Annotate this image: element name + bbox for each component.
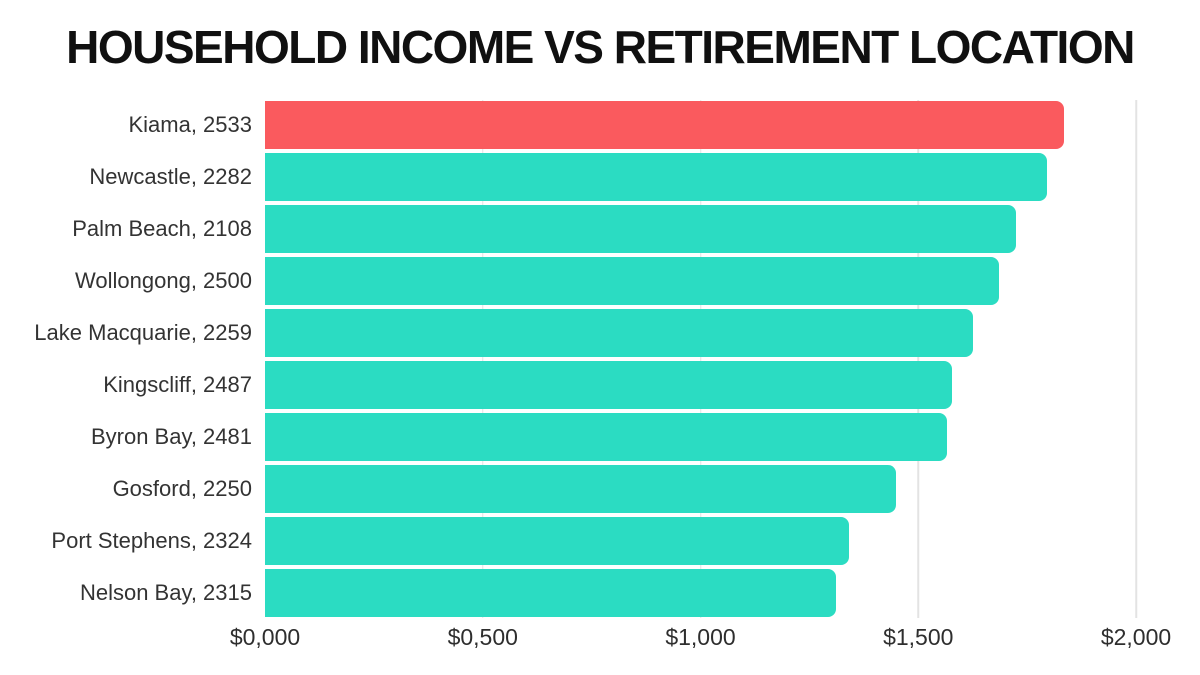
- bar-track: [265, 465, 1136, 513]
- bar-value: [265, 413, 947, 461]
- category-label: Port Stephens, 2324: [51, 528, 252, 553]
- bar-track: [265, 257, 1136, 305]
- bar-row: Byron Bay, 2481: [0, 413, 1160, 461]
- bar-value: [265, 569, 836, 617]
- x-axis: $0,000 $0,500 $1,000 $1,500 $2,000: [230, 624, 1171, 656]
- bar-row: Port Stephens, 2324: [0, 517, 1160, 565]
- category-label: Kingscliff, 2487: [103, 372, 252, 397]
- bar-row: Lake Macquarie, 2259: [0, 309, 1160, 357]
- bar-row: Kiama, 2533: [0, 101, 1160, 149]
- bar-track: [265, 101, 1136, 149]
- bar-value: [265, 257, 999, 305]
- bar-track: [265, 153, 1136, 201]
- bar-row: Newcastle, 2282: [0, 153, 1160, 201]
- bar-value: [265, 309, 973, 357]
- x-tick-label: $1,000: [665, 624, 736, 650]
- category-label: Palm Beach, 2108: [72, 216, 252, 241]
- plot-area: Kiama, 2533 Newcastle, 2282 Palm Beach, 21…: [0, 100, 1200, 622]
- x-tick-label: $0,500: [447, 624, 518, 650]
- bar-row: Palm Beach, 2108: [0, 205, 1160, 253]
- bar-row: Gosford, 2250: [0, 465, 1160, 513]
- bar-highlight: [265, 101, 1065, 149]
- bar-track: [265, 413, 1136, 461]
- category-label: Newcastle, 2282: [89, 164, 252, 189]
- bar-row: Nelson Bay, 2315: [0, 569, 1160, 617]
- category-label: Byron Bay, 2481: [90, 424, 252, 449]
- gridline: [1135, 100, 1137, 618]
- x-tick-label: $0,000: [229, 624, 301, 650]
- bar-value: [265, 205, 1017, 253]
- gridlines: [265, 100, 1137, 618]
- gridline: [482, 100, 484, 618]
- bar-value: [265, 153, 1047, 201]
- gridline: [917, 100, 919, 618]
- bar-track: [265, 517, 1136, 565]
- category-label: Wollongong, 2500: [75, 268, 252, 293]
- chart-title: HOUSEHOLD INCOME VS RETIREMENT LOCATION: [66, 21, 1135, 73]
- category-label: Lake Macquarie, 2259: [34, 320, 252, 345]
- x-tick-label: $1,500: [883, 624, 954, 650]
- bar-track: [265, 569, 1136, 617]
- bar-rows: Kiama, 2533 Newcastle, 2282 Palm Beach, 21…: [0, 101, 1160, 617]
- bar-value: [265, 361, 953, 409]
- bar-value: [265, 517, 849, 565]
- category-label: Nelson Bay, 2315: [79, 580, 252, 605]
- bar-track: [265, 361, 1136, 409]
- bar-value: [265, 465, 897, 513]
- x-tick-label: $2,000: [1100, 624, 1172, 650]
- bar-track: [265, 309, 1136, 357]
- category-label: Gosford, 2250: [112, 476, 252, 501]
- category-label: Kiama, 2533: [128, 112, 252, 137]
- gridline: [699, 100, 702, 618]
- bar-row: Wollongong, 2500: [0, 257, 1160, 305]
- bar-row: Kingscliff, 2487: [0, 361, 1160, 409]
- bar-track: [265, 205, 1136, 253]
